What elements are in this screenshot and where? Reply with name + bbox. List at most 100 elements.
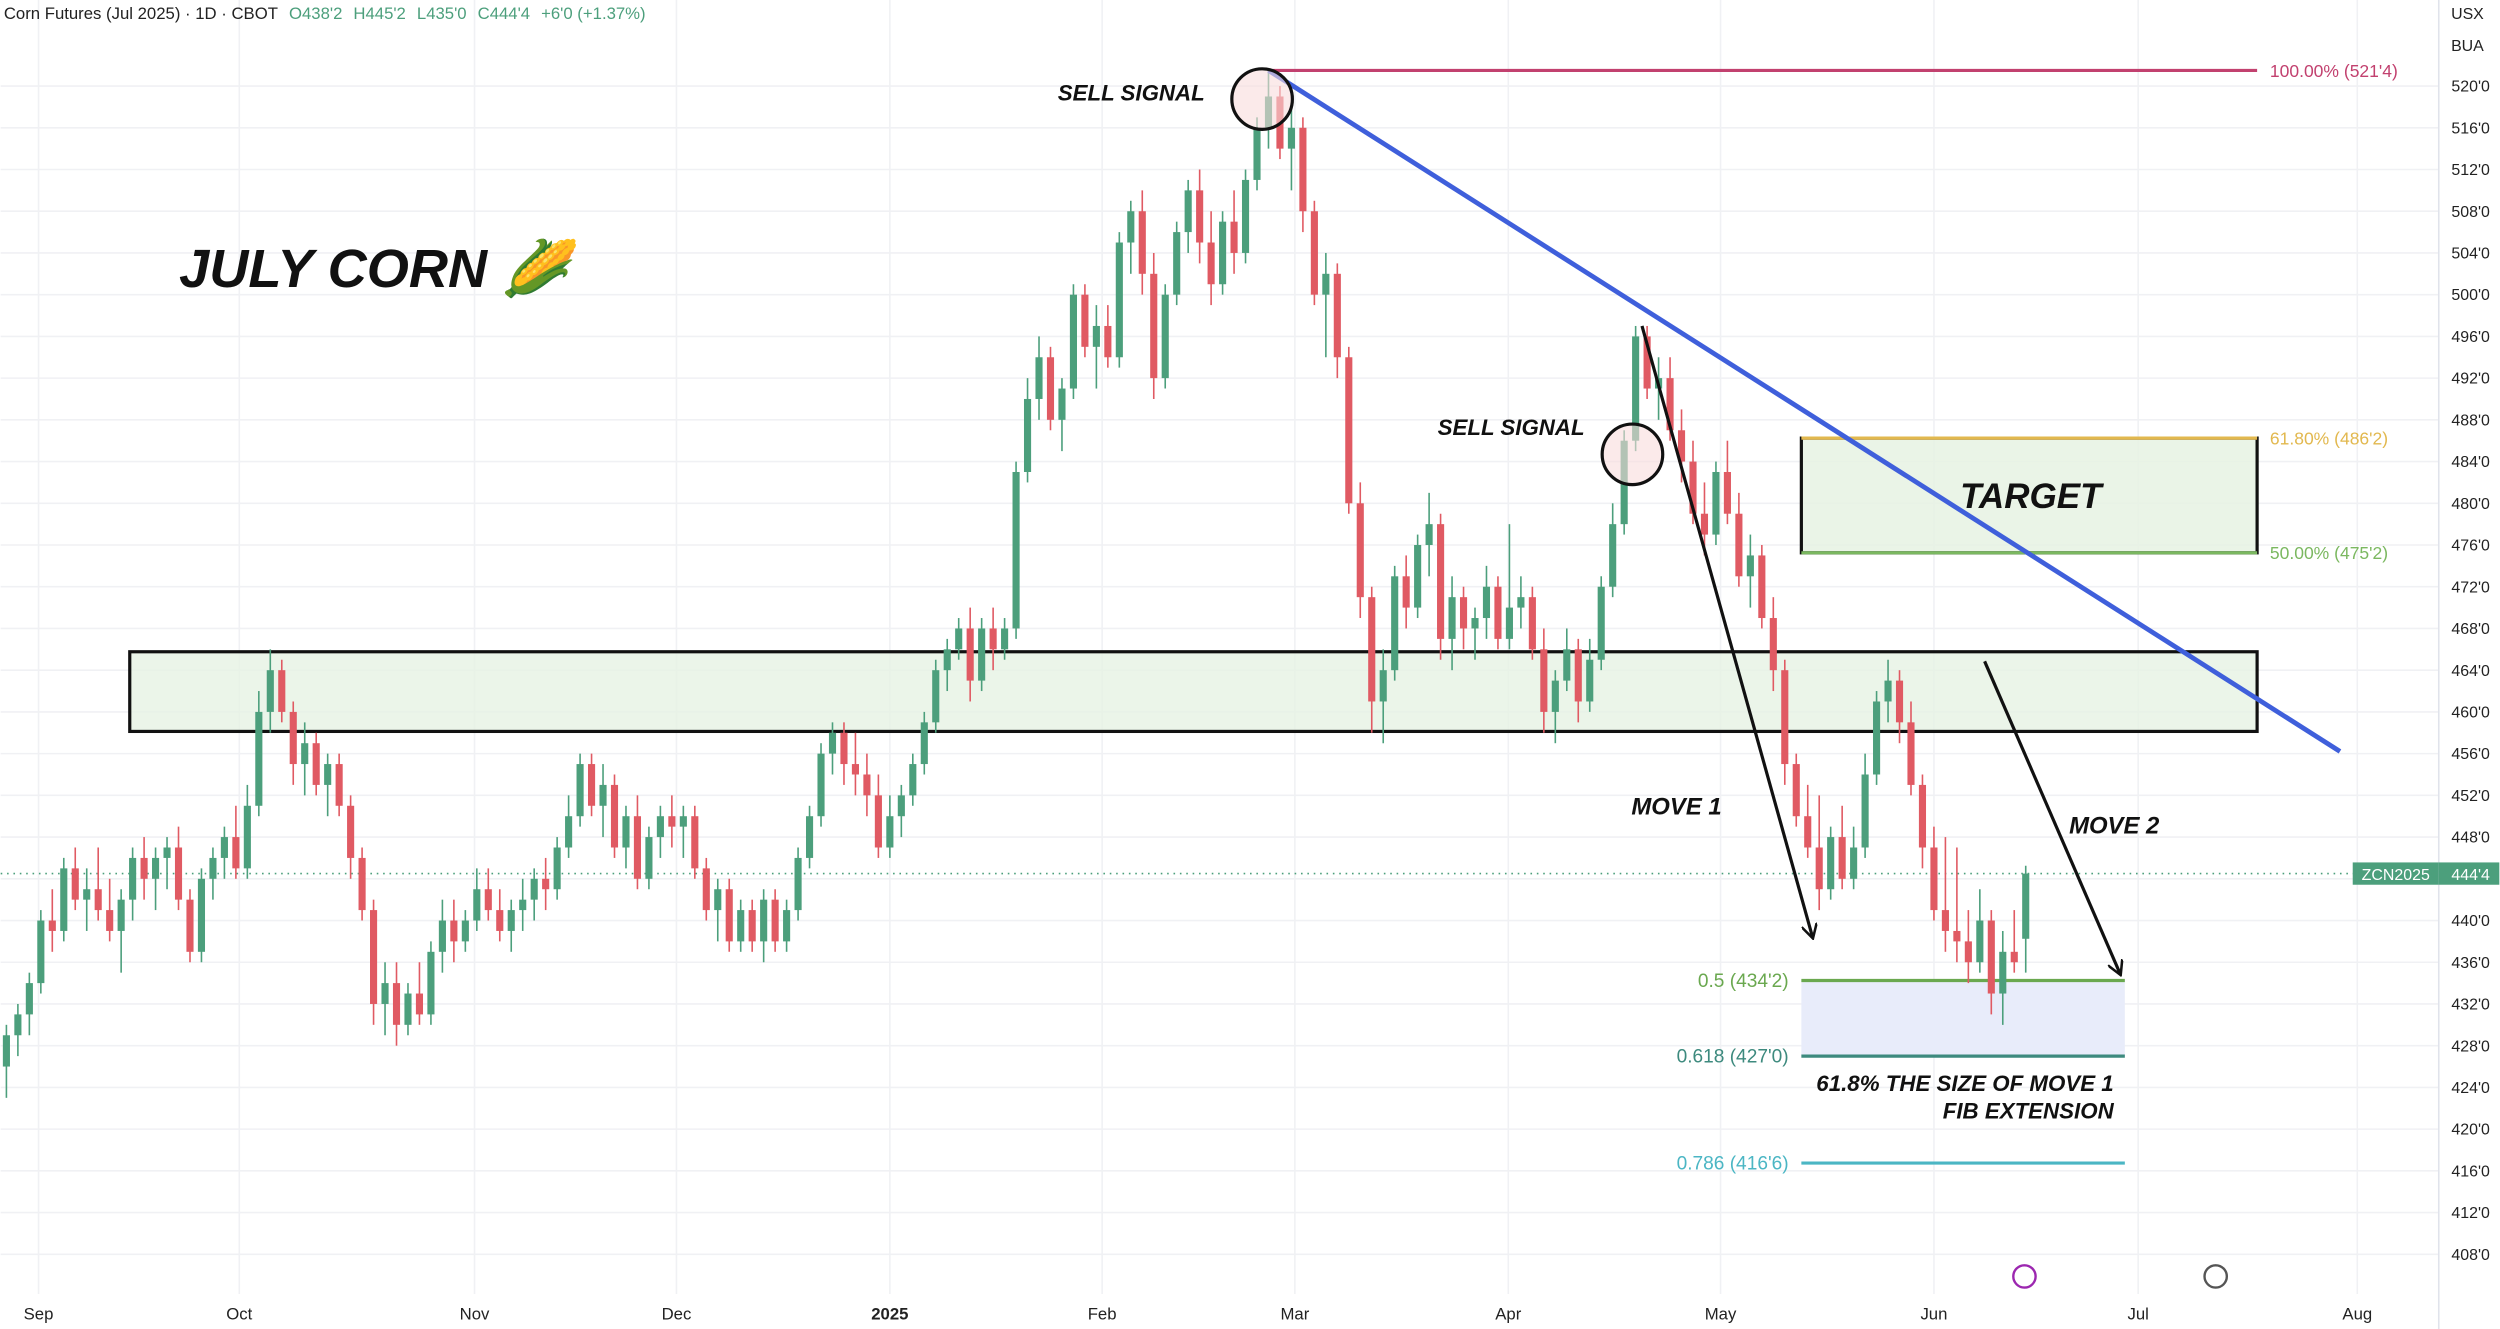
candle-body	[1379, 670, 1387, 702]
y-tick-label: 420'0	[2451, 1122, 2490, 1139]
candle-body	[909, 764, 917, 796]
y-tick-label: 504'0	[2451, 246, 2490, 263]
candle-body	[978, 628, 986, 681]
candle-body	[966, 628, 974, 681]
candle-body	[1207, 242, 1215, 285]
candle-body	[1804, 816, 1812, 848]
candle-body	[1069, 294, 1077, 389]
candle-body	[565, 816, 573, 848]
candle-body	[404, 993, 412, 1025]
candle-body	[805, 816, 814, 858]
candle-body	[1081, 294, 1089, 347]
candle-body	[1287, 127, 1295, 149]
candle-body	[1586, 659, 1594, 702]
y-tick-label: 464'0	[2451, 663, 2490, 680]
x-tick-label: Apr	[1495, 1304, 1521, 1323]
candle-body	[427, 951, 435, 1015]
x-tick-label: Feb	[1088, 1304, 1117, 1323]
move-arrow	[1640, 325, 1813, 937]
candle-body	[1425, 524, 1433, 546]
candle-body	[266, 670, 274, 712]
y-tick-label: 448'0	[2451, 830, 2490, 847]
candle-body	[14, 1014, 22, 1036]
candle-body	[71, 868, 79, 900]
candle-body	[702, 868, 710, 911]
candle-body	[794, 857, 802, 911]
candle-body	[186, 899, 194, 952]
x-tick-label: Mar	[1280, 1304, 1309, 1323]
candle-body	[507, 910, 515, 931]
icon[interactable]	[2203, 1264, 2229, 1289]
trend-line	[1267, 68, 2342, 754]
candle-body	[255, 711, 263, 806]
candle-body	[450, 920, 458, 942]
candle-body	[461, 920, 469, 942]
candle-body	[117, 899, 125, 931]
support-zone	[128, 650, 2259, 734]
candle-body	[1322, 273, 1330, 295]
candle-body	[714, 889, 722, 911]
y-tick-label: 408'0	[2451, 1247, 2490, 1264]
y-tick-label: 412'0	[2451, 1205, 2490, 1222]
candle-body	[2010, 951, 2018, 963]
y-tick-label: 500'0	[2451, 287, 2490, 304]
candle-body	[140, 857, 148, 879]
candle-body	[1563, 649, 1571, 681]
y-tick-label: 496'0	[2451, 329, 2490, 346]
y-tick-label: 520'0	[2451, 79, 2490, 96]
candle-body	[1150, 273, 1158, 379]
candle-body	[1012, 471, 1020, 629]
candle-body	[886, 816, 894, 848]
signal-circle	[1230, 67, 1294, 131]
icon[interactable]	[2012, 1264, 2037, 1289]
fib-label: 50.00% (475'2)	[2270, 543, 2388, 563]
candle-body	[656, 816, 664, 838]
candle-body	[1299, 127, 1307, 212]
candle-body	[1976, 920, 1984, 963]
candle-body	[415, 993, 424, 1015]
candle-body	[1827, 837, 1835, 890]
candle-body	[1643, 336, 1651, 389]
candle-body	[25, 983, 33, 1015]
candle-body	[1391, 576, 1399, 671]
candle-body	[725, 889, 733, 942]
x-tick-label: Oct	[226, 1304, 252, 1323]
candle-body	[1528, 597, 1536, 650]
candle-body	[828, 732, 837, 754]
candle-body	[1677, 430, 1686, 462]
candle-body	[1001, 628, 1009, 650]
x-tick-label: Sep	[24, 1304, 54, 1323]
candle-body	[1241, 179, 1250, 253]
candle-body	[1609, 524, 1617, 587]
candle-body	[2, 1035, 10, 1067]
candle-body	[1173, 232, 1181, 295]
candle-body	[1700, 513, 1709, 535]
candle-body	[1918, 784, 1927, 848]
extension-label: 0.786 (416'6)	[1677, 1153, 1789, 1174]
candle-body	[1769, 618, 1777, 671]
y-tick-label: 416'0	[2451, 1163, 2490, 1180]
unit: BUA	[2451, 38, 2484, 55]
candle-body	[1723, 471, 1731, 514]
candle-body	[1930, 847, 1938, 911]
candle-body	[1023, 398, 1032, 472]
x-tick-label: Jul	[2127, 1304, 2148, 1323]
candle-body	[932, 670, 940, 723]
candle-body	[1115, 242, 1123, 358]
candle-body	[737, 910, 745, 942]
close: C444'4	[478, 4, 530, 23]
x-tick-label: May	[1705, 1304, 1737, 1323]
y-tick-label: 460'0	[2451, 704, 2490, 721]
candle-body	[1758, 555, 1766, 619]
candle-body	[840, 732, 848, 765]
candle-body	[576, 764, 584, 817]
move-arrow	[1983, 660, 2120, 973]
candle-body	[1551, 680, 1559, 712]
candle-body	[760, 899, 768, 942]
candle-body	[1850, 847, 1858, 879]
candle-body	[748, 910, 756, 942]
candle-body	[278, 670, 286, 712]
candle-body	[174, 847, 183, 900]
candle-body	[496, 910, 504, 931]
candle-body	[1907, 722, 1915, 785]
